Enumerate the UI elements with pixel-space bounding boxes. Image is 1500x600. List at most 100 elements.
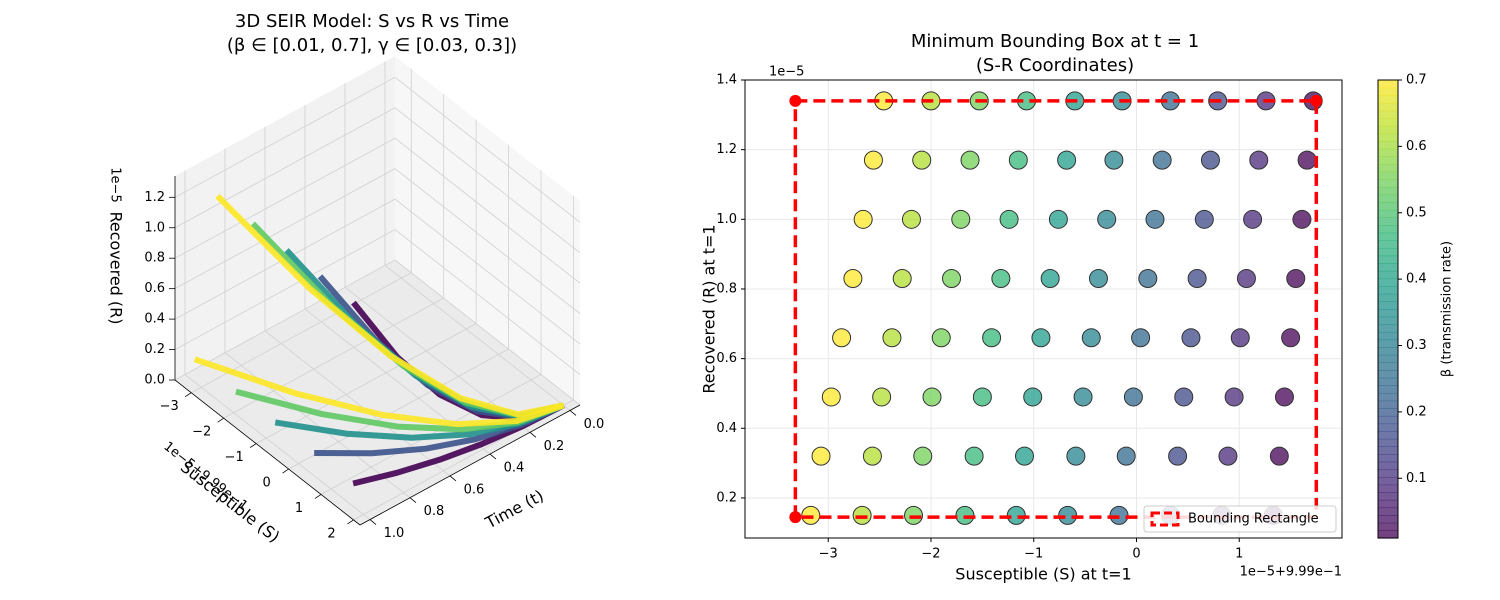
colorbar-segment: [1378, 95, 1398, 104]
z-tick-label: 0.0: [144, 373, 165, 388]
colorbar-segment: [1378, 80, 1398, 89]
colorbar-segment: [1378, 225, 1398, 234]
colorbar-segment: [1378, 87, 1398, 96]
x-axis-label: Susceptible (S) at t=1: [955, 565, 1131, 584]
data-point: [1145, 209, 1165, 229]
x-tick-label: 0: [1132, 547, 1140, 562]
axis-line: [174, 379, 361, 526]
tick-mark: [282, 468, 289, 474]
x-tick-label: −1: [1024, 547, 1043, 562]
colorbar-segment: [1378, 522, 1398, 531]
colorbar-segment: [1378, 179, 1398, 188]
z-tick-label: 0.6: [144, 281, 165, 296]
colorbar-segment: [1378, 331, 1398, 341]
colorbar-segment: [1378, 141, 1398, 150]
colorbar-segment: [1378, 370, 1398, 379]
x-tick-label: −3: [160, 399, 179, 414]
chart-title: Minimum Bounding Box at t = 1: [911, 31, 1199, 52]
surface-curve: [193, 356, 565, 428]
corner-point: [1310, 94, 1323, 107]
colorbar-tick-label: 0.7: [1406, 73, 1427, 88]
colorbar-segment: [1378, 392, 1398, 402]
colorbar-tick-label: 0.4: [1406, 272, 1427, 287]
z-axis-label: Recovered (R): [107, 211, 126, 324]
data-point: [872, 387, 892, 407]
tick-mark: [369, 519, 377, 525]
colorbar-segment: [1378, 339, 1398, 348]
data-point: [1224, 387, 1244, 407]
colorbar-segment: [1378, 492, 1398, 501]
data-point: [999, 209, 1019, 229]
colorbar-segment: [1378, 354, 1398, 364]
back-pane: [395, 56, 580, 405]
legend-label: Bounding Rectangle: [1188, 512, 1319, 527]
data-point: [1014, 446, 1034, 466]
tick-mark: [409, 497, 417, 504]
colorbar-segment: [1378, 469, 1398, 478]
data-point: [1243, 209, 1263, 229]
colorbar-segment: [1378, 438, 1398, 447]
data-point: [1297, 150, 1317, 170]
data-point: [1274, 387, 1294, 407]
x-tick-label: 1: [295, 501, 303, 516]
tick-mark: [529, 431, 537, 438]
colorbar-segment: [1378, 263, 1398, 272]
data-point: [951, 209, 971, 229]
y-tick-label: 1.4: [716, 73, 737, 88]
grid-line: [184, 374, 371, 520]
colorbar-tick-label: 0.2: [1406, 404, 1427, 419]
colorbar-segment: [1378, 461, 1398, 470]
colorbar-segment: [1378, 102, 1398, 112]
grid-line: [394, 76, 581, 223]
data-point: [863, 150, 883, 170]
data-point: [1187, 269, 1207, 289]
grid-line: [174, 76, 396, 198]
bounding-rectangle: [793, 99, 1319, 519]
z-tick-label: 0.2: [144, 342, 165, 357]
data-point: [1292, 209, 1312, 229]
plot-area: [745, 80, 1342, 538]
floor-pane: [175, 260, 580, 525]
surface-curve: [215, 193, 565, 418]
chart-subtitle: (β ∈ [0.01, 0.7], γ ∈ [0.03, 0.3]): [227, 35, 517, 56]
data-point: [972, 387, 992, 407]
colorbar-segment: [1378, 286, 1398, 295]
data-point: [892, 269, 912, 289]
grid-line: [394, 229, 581, 375]
y-tick-label: 1.2: [716, 142, 737, 157]
z-tick-label: 1.0: [144, 220, 165, 235]
colorbar-segment: [1378, 125, 1398, 135]
data-point: [1066, 446, 1086, 466]
colorbar-segment: [1378, 400, 1398, 409]
data-point: [1031, 328, 1051, 348]
grid-line: [288, 348, 509, 470]
x-tick-label: 2: [327, 526, 335, 541]
colorbar-segment: [1378, 133, 1398, 142]
colorbar-segment: [1378, 515, 1398, 524]
corner-point: [789, 511, 802, 524]
data-point: [913, 446, 933, 466]
grid-line: [384, 265, 571, 411]
data-point: [1200, 150, 1220, 170]
data-point: [901, 209, 921, 229]
colorbar-segment: [1378, 217, 1398, 226]
colorbar-segment: [1378, 423, 1398, 432]
colorbar-segment: [1378, 186, 1398, 196]
data-point: [1057, 150, 1077, 170]
tick-mark: [314, 494, 322, 499]
y-tick-label: 0.0: [584, 417, 605, 432]
data-point: [1269, 446, 1289, 466]
x-tick-label: −2: [921, 547, 940, 562]
data-point: [811, 446, 831, 466]
colorbar-segment: [1378, 240, 1398, 249]
grid-line: [174, 168, 396, 290]
data-point: [1181, 328, 1201, 348]
grid-line: [394, 168, 581, 314]
z-tick-label: 0.8: [144, 251, 165, 266]
tick-mark: [569, 410, 577, 416]
colorbar-segment: [1378, 324, 1398, 333]
data-point: [1040, 269, 1060, 289]
colorbar-segment: [1378, 270, 1398, 280]
corner-point: [789, 94, 802, 107]
data-point: [821, 387, 841, 407]
